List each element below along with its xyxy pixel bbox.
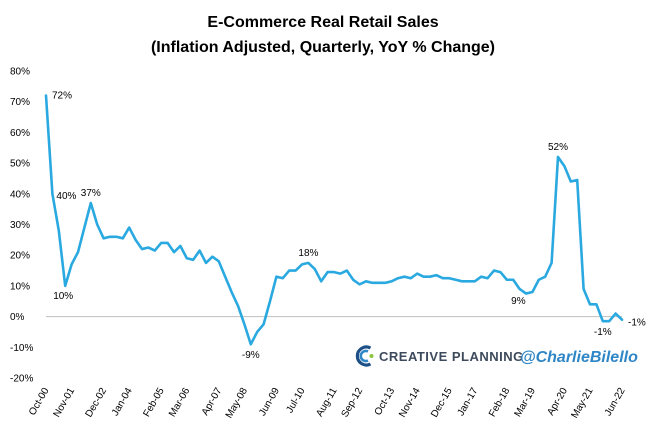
data-label: 52%	[548, 142, 568, 153]
x-tick-label: Jun-09	[257, 386, 282, 418]
y-tick-label: 40%	[10, 189, 30, 200]
x-tick-label: Jun-22	[603, 386, 628, 418]
x-tick-label: Oct-00	[27, 386, 52, 418]
watermark: CREATIVE PLANNING @CharlieBilello	[355, 345, 638, 367]
data-label: 37%	[81, 188, 101, 199]
data-label: 40%	[56, 191, 76, 202]
data-label: 9%	[511, 296, 526, 307]
y-tick-label: 80%	[10, 67, 30, 78]
x-axis-ticks: Oct-00 Nov-01 Dec-02 Jan-04 Feb-05 Mar-06 Apr-…	[27, 386, 628, 421]
x-tick-label: Dec-02	[84, 386, 110, 420]
brand-handle: @CharlieBilello	[520, 349, 638, 366]
x-tick-label: Mar-06	[167, 386, 193, 419]
x-tick-label: Jul-10	[284, 386, 307, 415]
y-tick-label: 50%	[10, 159, 30, 170]
y-tick-label: 10%	[10, 281, 30, 292]
data-label: -1%	[628, 318, 646, 329]
x-tick-label: Feb-18	[487, 386, 513, 419]
y-tick-label: 30%	[10, 220, 30, 231]
x-tick-label: Feb-05	[141, 386, 167, 419]
data-label: -1%	[594, 327, 612, 338]
y-tick-label: -10%	[10, 343, 33, 354]
data-label: 10%	[53, 291, 73, 302]
x-tick-label: Sep-12	[340, 386, 366, 420]
data-label: 72%	[52, 91, 72, 102]
y-tick-label: 20%	[10, 251, 30, 262]
x-tick-label: Nov-14	[397, 386, 423, 420]
chart-subtitle: (Inflation Adjusted, Quarterly, YoY % Ch…	[151, 39, 495, 56]
x-tick-label: May-21	[569, 386, 595, 421]
chart-title: E-Commerce Real Retail Sales	[207, 14, 438, 31]
data-labels: 72% 40% 10% 37% -9% 18% 9% 52% -1% -1%	[52, 91, 646, 362]
x-tick-label: Apr-20	[545, 386, 570, 418]
x-tick-label: Apr-07	[200, 386, 225, 418]
data-label: -9%	[242, 350, 260, 361]
brand-name: CREATIVE PLANNING	[379, 349, 524, 364]
x-tick-label: Jan-04	[110, 386, 135, 418]
series-line	[44, 94, 624, 346]
x-tick-label: May-08	[224, 386, 250, 421]
y-axis-ticks: 80% 70% 60% 50% 40% 30% 20% 10% 0% -10% -20%	[10, 67, 33, 385]
y-tick-label: 70%	[10, 97, 30, 108]
x-tick-label: Oct-13	[373, 386, 398, 418]
data-label: 18%	[298, 248, 318, 259]
y-tick-label: -20%	[10, 374, 33, 385]
x-tick-label: Nov-01	[52, 386, 78, 420]
y-tick-label: 0%	[10, 312, 25, 323]
x-tick-label: Dec-15	[429, 386, 455, 420]
creative-planning-c-icon	[355, 345, 374, 367]
x-tick-label: Aug-11	[314, 386, 339, 419]
x-tick-label: Mar-19	[513, 386, 539, 419]
x-tick-label: Jan-17	[456, 386, 481, 418]
y-tick-label: 60%	[10, 128, 30, 139]
